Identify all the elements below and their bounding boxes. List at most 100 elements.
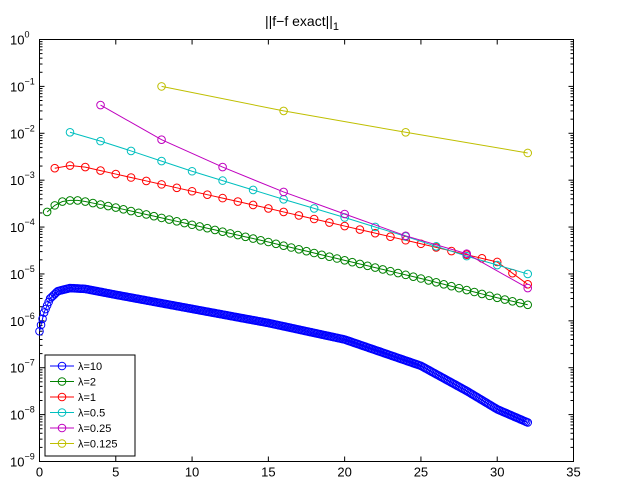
y-tick-base: 10 (10, 33, 24, 48)
y-tick-exponent: −6 (24, 311, 34, 321)
data-point-marker (80, 162, 90, 172)
series-1 (42, 196, 533, 310)
data-point-marker (96, 166, 105, 175)
y-tick-base: 10 (10, 361, 24, 376)
y-tick-label: 10−4 (10, 217, 35, 235)
data-point-marker (187, 166, 197, 176)
legend-marker (57, 361, 67, 371)
data-point-marker (447, 246, 456, 256)
data-point-marker (264, 204, 273, 213)
y-tick-label: 10−8 (10, 405, 35, 423)
data-point-marker (172, 183, 182, 193)
y-tick-base: 10 (10, 220, 24, 235)
data-point-marker (294, 211, 304, 220)
data-point-marker (492, 257, 502, 267)
series-line (69, 131, 528, 275)
data-point-marker (157, 156, 166, 166)
data-point-marker (42, 207, 52, 217)
x-tick-label: 5 (112, 465, 119, 480)
x-tick-label: 10 (185, 465, 199, 480)
y-tick-exponent: −4 (24, 217, 34, 227)
legend-box (44, 354, 136, 457)
series-line (100, 104, 528, 289)
y-tick-label: 10−6 (10, 311, 35, 329)
data-point-marker (355, 225, 365, 234)
y-tick-label: 10−2 (10, 123, 35, 141)
data-point-marker (187, 186, 197, 196)
data-point-marker (35, 326, 44, 336)
data-point-marker (523, 418, 533, 427)
data-point-marker (309, 214, 319, 224)
data-point-marker (126, 146, 136, 156)
data-point-marker (38, 314, 47, 324)
data-point-marker (523, 148, 533, 158)
y-tick-label: 10−1 (10, 76, 35, 94)
legend-marker (57, 439, 67, 448)
data-point-marker (523, 283, 533, 293)
series-5 (157, 82, 533, 158)
data-point-marker (157, 82, 166, 91)
data-point-marker (248, 185, 258, 195)
data-point-marker (325, 218, 334, 227)
y-tick-exponent: −3 (24, 170, 34, 180)
legend-label: λ=0.5 (78, 408, 105, 420)
legend-label: λ=1 (78, 392, 96, 404)
data-point-marker (142, 176, 151, 186)
legend-label: λ=0.125 (78, 439, 117, 451)
y-tick-exponent: −9 (24, 452, 34, 462)
x-tick-label: 0 (36, 465, 43, 480)
y-tick-label: 10−9 (10, 452, 35, 470)
data-point-marker (36, 320, 46, 330)
x-tick-label: 25 (414, 465, 428, 480)
x-tick-label: 30 (490, 465, 504, 480)
data-point-marker (65, 127, 75, 137)
plot-area-frame (39, 39, 574, 462)
data-point-marker (523, 300, 533, 310)
y-tick-base: 10 (10, 126, 24, 141)
y-tick-label: 10−3 (10, 170, 35, 188)
data-point-marker (279, 207, 288, 217)
chart-title: ||f−f exact||1 (265, 13, 339, 33)
series-line (161, 85, 528, 154)
data-point-marker (157, 135, 166, 144)
y-tick-base: 10 (10, 267, 24, 282)
chart-title-main: ||f−f exact|| (265, 13, 333, 29)
legend-label: λ=2 (78, 377, 96, 389)
y-tick-exponent: −8 (24, 405, 34, 415)
legend-marker (57, 423, 67, 433)
series-layer (35, 82, 533, 427)
data-point-marker (218, 176, 227, 185)
data-point-marker (65, 161, 75, 170)
y-tick-exponent: −2 (24, 123, 34, 133)
data-point-marker (218, 162, 227, 172)
data-point-marker (126, 173, 136, 182)
data-point-marker (218, 193, 227, 203)
y-tick-exponent: 0 (24, 30, 29, 40)
data-point-marker (203, 190, 212, 199)
data-point-marker (248, 200, 258, 210)
y-tick-label: 100 (10, 30, 29, 48)
data-point-marker (340, 221, 349, 231)
data-point-marker (96, 136, 105, 146)
data-point-marker (370, 228, 380, 238)
data-point-marker (111, 169, 121, 179)
data-point-marker (279, 106, 288, 116)
data-point-marker (340, 209, 349, 219)
y-tick-label: 10−5 (10, 264, 35, 282)
series-0 (35, 283, 533, 427)
data-point-marker (48, 291, 58, 300)
legend-marker (57, 377, 67, 386)
data-point-marker (157, 180, 166, 189)
data-point-marker (45, 294, 55, 303)
legend-label: λ=10 (78, 361, 102, 373)
data-point-marker (50, 201, 60, 210)
legend-label: λ=0.25 (78, 423, 111, 435)
y-tick-base: 10 (10, 79, 24, 94)
series-4 (96, 100, 533, 293)
legend-marker (57, 408, 67, 417)
data-point-marker (233, 197, 243, 206)
data-point-marker (47, 292, 57, 302)
axis-ticks: 0 5 10 15 20 25 30 3510010−110−210−310−410−510−… (10, 30, 581, 480)
